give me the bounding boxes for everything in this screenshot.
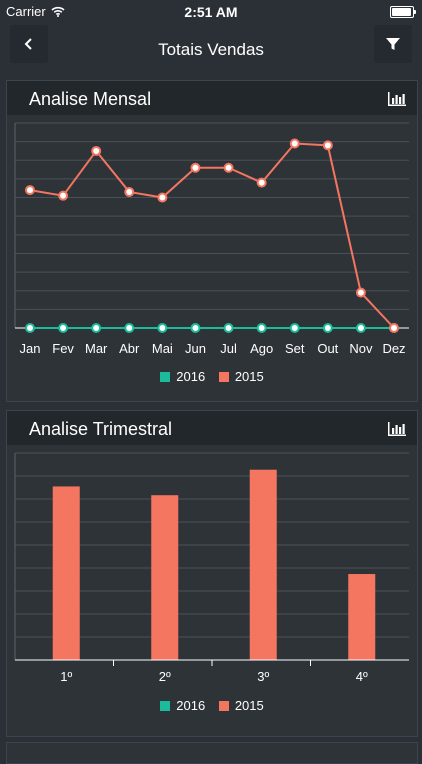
x-tick-label: Fev xyxy=(52,341,74,356)
data-point-2016 xyxy=(355,323,366,333)
data-point-2015 xyxy=(58,190,69,201)
back-button[interactable] xyxy=(10,25,48,63)
status-bar: Carrier 2:51 AM xyxy=(0,0,422,22)
x-tick-label: 2º xyxy=(159,669,171,684)
data-point-2015 xyxy=(190,162,201,173)
navbar: Totais Vendas xyxy=(0,22,422,76)
legend-label-2015: 2015 xyxy=(234,369,264,384)
x-tick-label: Out xyxy=(317,341,338,356)
filter-button[interactable] xyxy=(374,25,412,63)
bar-2015 xyxy=(348,574,376,660)
data-point-2016 xyxy=(190,323,201,333)
next-chart-card xyxy=(6,742,418,764)
legend-label-2016: 2016 xyxy=(176,698,206,713)
monthly-card-header: Analise Mensal xyxy=(7,81,417,115)
data-point-2015 xyxy=(223,162,234,173)
data-point-2016 xyxy=(124,323,135,333)
quarterly-chart-card: Analise Trimestral 1º 2º 3º 4º 2016 2015 xyxy=(6,410,418,737)
page-title: Totais Vendas xyxy=(158,40,264,59)
monthly-chart-title: Analise Mensal xyxy=(29,89,152,109)
monthly-chart-card: Analise Mensal Jan Fev Mar Abr Mai Jun Jul Ago S… xyxy=(6,80,418,402)
bar-chart-icon[interactable] xyxy=(387,91,407,107)
data-point-2015 xyxy=(389,323,399,333)
monthly-line-chart: Jan Fev Mar Abr Mai Jun Jul Ago Set Out Nov Dez xyxy=(14,122,409,356)
x-tick-label: Mai xyxy=(152,341,173,356)
data-point-2016 xyxy=(25,323,35,333)
status-left: Carrier xyxy=(6,4,65,19)
legend-item-2016: 2016 xyxy=(160,369,205,384)
x-tick-label: 4º xyxy=(356,669,368,684)
legend-item-2015: 2015 xyxy=(218,698,264,713)
data-point-2015 xyxy=(25,185,35,196)
quarterly-chart-title: Analise Trimestral xyxy=(29,419,173,439)
legend-label-2016: 2016 xyxy=(176,369,206,384)
monthly-legend: 2016 2015 xyxy=(7,369,417,385)
data-point-2016 xyxy=(256,323,267,333)
data-point-2016 xyxy=(289,323,300,333)
wifi-icon xyxy=(51,6,65,17)
legend-swatch-2016 xyxy=(160,700,171,711)
data-point-2015 xyxy=(256,177,267,188)
data-point-2016 xyxy=(91,323,102,333)
legend-label-2015: 2015 xyxy=(234,698,264,713)
x-tick-label: Set xyxy=(285,341,305,356)
legend-swatch-2015 xyxy=(218,371,229,382)
x-tick-label: Dez xyxy=(382,341,405,356)
bar-chart-icon[interactable] xyxy=(387,421,407,437)
quarterly-bar-chart: 1º 2º 3º 4º xyxy=(14,452,409,684)
legend-item-2016: 2016 xyxy=(160,698,205,713)
bar-2015 xyxy=(249,469,277,660)
x-tick-label: Mar xyxy=(85,341,108,356)
legend-swatch-2015 xyxy=(218,700,229,711)
x-tick-label: Nov xyxy=(349,341,373,356)
x-tick-label: 1º xyxy=(60,669,72,684)
chevron-left-icon xyxy=(24,38,32,50)
x-tick-label: Jun xyxy=(185,341,206,356)
status-time: 2:51 AM xyxy=(184,4,238,20)
data-point-2016 xyxy=(223,323,234,333)
x-tick-label: Jan xyxy=(20,341,41,356)
legend-swatch-2016 xyxy=(160,371,171,382)
x-tick-label: 3º xyxy=(257,669,269,684)
data-point-2015 xyxy=(91,145,102,156)
quarterly-legend: 2016 2015 xyxy=(7,698,417,714)
data-point-2015 xyxy=(124,186,135,197)
quarterly-card-header: Analise Trimestral xyxy=(7,411,417,445)
legend-item-2015: 2015 xyxy=(218,369,264,384)
data-point-2016 xyxy=(322,323,333,333)
battery-icon xyxy=(390,6,416,18)
x-tick-label: Jul xyxy=(220,341,237,356)
series-line-2015 xyxy=(29,142,395,329)
data-point-2015 xyxy=(355,287,366,298)
x-tick-label: Ago xyxy=(250,341,273,356)
bar-2015 xyxy=(52,486,80,660)
carrier-label: Carrier xyxy=(6,4,46,19)
data-point-2015 xyxy=(157,192,168,203)
data-point-2015 xyxy=(322,140,333,151)
data-point-2016 xyxy=(58,323,69,333)
filter-icon xyxy=(386,38,400,50)
data-point-2015 xyxy=(289,138,300,149)
bar-2015 xyxy=(151,495,179,660)
data-point-2016 xyxy=(157,323,168,333)
x-tick-label: Abr xyxy=(119,341,140,356)
